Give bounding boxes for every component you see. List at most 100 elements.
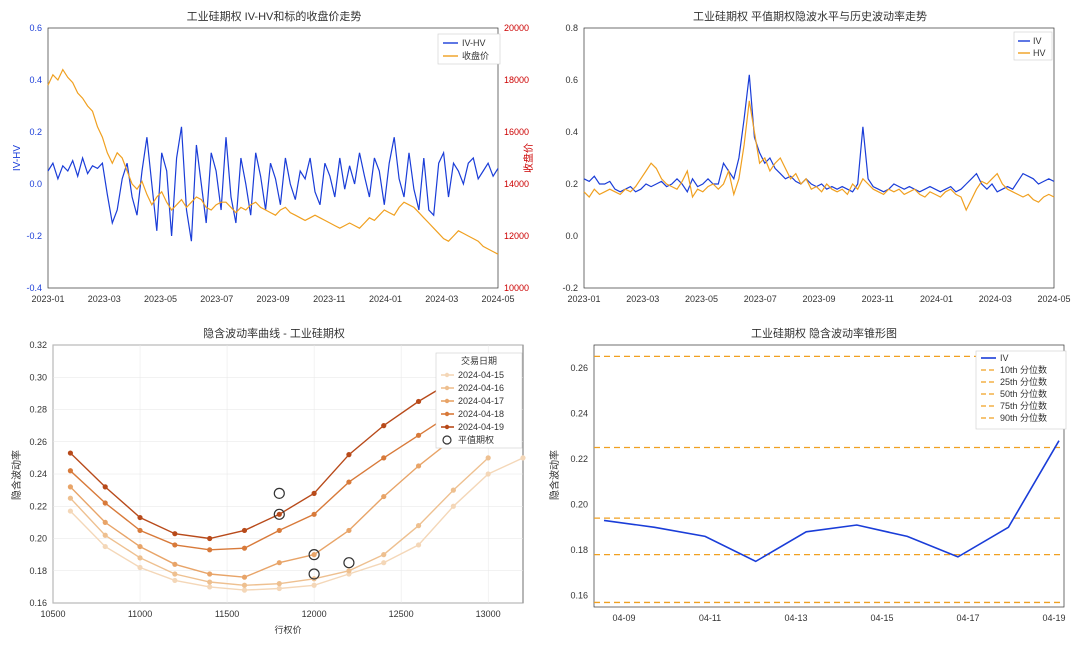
svg-text:18000: 18000 bbox=[504, 75, 529, 85]
tl-title: 工业硅期权 IV-HV和标的收盘价走势 bbox=[187, 9, 362, 23]
svg-text:2023-01: 2023-01 bbox=[567, 294, 600, 304]
svg-text:0.32: 0.32 bbox=[29, 340, 47, 350]
svg-text:2024-04-16: 2024-04-16 bbox=[458, 383, 504, 393]
tr-title: 工业硅期权 平值期权隐波水平与历史波动率走势 bbox=[693, 9, 927, 23]
svg-text:0.26: 0.26 bbox=[570, 363, 588, 373]
svg-text:2023-07: 2023-07 bbox=[744, 294, 777, 304]
svg-text:0.6: 0.6 bbox=[29, 23, 42, 33]
svg-text:2024-03: 2024-03 bbox=[979, 294, 1012, 304]
br-ylabel: 隐含波动率 bbox=[548, 450, 561, 500]
svg-text:2023-11: 2023-11 bbox=[862, 294, 894, 304]
svg-text:2023-05: 2023-05 bbox=[685, 294, 718, 304]
svg-text:90th 分位数: 90th 分位数 bbox=[1000, 412, 1047, 423]
chart-vol-cone: 工业硅期权 隐含波动率锥形图 0.160.180.200.220.240.26 … bbox=[544, 325, 1076, 638]
svg-text:2023-09: 2023-09 bbox=[256, 294, 289, 304]
chart-ivhv-close: 工业硅期权 IV-HV和标的收盘价走势 -0.4 -0.2 0.0 0.2 0.4 0.6… bbox=[8, 8, 540, 321]
svg-text:0.8: 0.8 bbox=[565, 23, 578, 33]
br-legend: IV10th 分位数25th 分位数50th 分位数75th 分位数90th 分… bbox=[976, 351, 1066, 429]
svg-text:2024-01: 2024-01 bbox=[920, 294, 953, 304]
series-iv bbox=[584, 75, 1054, 192]
svg-text:13000: 13000 bbox=[476, 609, 501, 619]
svg-text:0.22: 0.22 bbox=[29, 501, 47, 511]
svg-text:0.2: 0.2 bbox=[29, 127, 42, 137]
svg-text:平值期权: 平值期权 bbox=[458, 434, 494, 445]
svg-text:2023-01: 2023-01 bbox=[31, 294, 64, 304]
tl-ylabel-left: IV-HV bbox=[12, 145, 23, 171]
svg-text:HV: HV bbox=[1033, 48, 1046, 58]
svg-text:0.0: 0.0 bbox=[565, 231, 578, 241]
series-close bbox=[48, 70, 498, 255]
tl-ylabel-right: 收盘价 bbox=[522, 143, 535, 173]
svg-text:50th 分位数: 50th 分位数 bbox=[1000, 388, 1047, 399]
series-hv bbox=[584, 101, 1054, 210]
svg-text:0.0: 0.0 bbox=[29, 179, 42, 189]
bl-xlabel: 行权价 bbox=[274, 624, 301, 635]
tl-legend: IV-HV 收盘价 bbox=[438, 34, 500, 64]
svg-text:12000: 12000 bbox=[302, 609, 327, 619]
svg-text:75th 分位数: 75th 分位数 bbox=[1000, 400, 1047, 411]
svg-text:04-15: 04-15 bbox=[870, 613, 893, 623]
svg-text:2024-04-18: 2024-04-18 bbox=[458, 409, 504, 419]
chart-iv-hv: 工业硅期权 平值期权隐波水平与历史波动率走势 -0.2 0.0 0.2 0.4 0.6 0… bbox=[544, 8, 1076, 321]
svg-text:0.24: 0.24 bbox=[570, 408, 588, 418]
svg-text:0.26: 0.26 bbox=[29, 437, 47, 447]
svg-text:10000: 10000 bbox=[504, 283, 529, 293]
svg-text:2024-01: 2024-01 bbox=[369, 294, 402, 304]
svg-text:20000: 20000 bbox=[504, 23, 529, 33]
svg-text:2023-03: 2023-03 bbox=[626, 294, 659, 304]
svg-text:11000: 11000 bbox=[128, 609, 152, 619]
svg-text:0.18: 0.18 bbox=[29, 566, 47, 576]
svg-text:04-19: 04-19 bbox=[1042, 613, 1065, 623]
svg-text:2023-03: 2023-03 bbox=[88, 294, 121, 304]
svg-text:0.28: 0.28 bbox=[29, 405, 47, 415]
svg-text:0.4: 0.4 bbox=[29, 75, 42, 85]
svg-text:0.30: 0.30 bbox=[29, 372, 47, 382]
svg-text:04-11: 04-11 bbox=[699, 613, 721, 623]
svg-text:-0.2: -0.2 bbox=[562, 283, 578, 293]
svg-text:0.16: 0.16 bbox=[29, 598, 47, 608]
svg-text:0.22: 0.22 bbox=[570, 454, 588, 464]
svg-text:0.4: 0.4 bbox=[565, 127, 578, 137]
svg-text:11500: 11500 bbox=[215, 609, 239, 619]
svg-text:2024-04-17: 2024-04-17 bbox=[458, 396, 504, 406]
svg-text:04-13: 04-13 bbox=[784, 613, 807, 623]
svg-text:10500: 10500 bbox=[40, 609, 65, 619]
svg-text:2024-04-19: 2024-04-19 bbox=[458, 422, 504, 432]
bl-legend: 交易日期 2024-04-15 2024-04-16 2024-04-17 2024-0… bbox=[436, 353, 522, 448]
chart-grid: 工业硅期权 IV-HV和标的收盘价走势 -0.4 -0.2 0.0 0.2 0.4 0.6… bbox=[8, 8, 1072, 638]
svg-text:2024-03: 2024-03 bbox=[425, 294, 458, 304]
svg-text:12000: 12000 bbox=[504, 231, 529, 241]
svg-text:交易日期: 交易日期 bbox=[461, 355, 497, 366]
svg-text:0.6: 0.6 bbox=[565, 75, 578, 85]
svg-text:25th 分位数: 25th 分位数 bbox=[1000, 376, 1047, 387]
svg-text:-0.4: -0.4 bbox=[26, 283, 42, 293]
svg-text:0.16: 0.16 bbox=[570, 591, 588, 601]
svg-text:0.2: 0.2 bbox=[565, 179, 578, 189]
svg-text:2024-05: 2024-05 bbox=[481, 294, 514, 304]
svg-text:收盘价: 收盘价 bbox=[462, 50, 489, 61]
svg-text:IV: IV bbox=[1033, 36, 1042, 46]
svg-text:14000: 14000 bbox=[504, 179, 529, 189]
series-iv-cone bbox=[604, 441, 1059, 562]
svg-text:2024-04-15: 2024-04-15 bbox=[458, 370, 504, 380]
svg-text:2023-05: 2023-05 bbox=[144, 294, 177, 304]
svg-text:2024-05: 2024-05 bbox=[1037, 294, 1070, 304]
svg-text:2023-07: 2023-07 bbox=[200, 294, 233, 304]
chart-vol-smile: 隐含波动率曲线 - 工业硅期权 0.16 0.18 0.20 0.22 0.24 0.26… bbox=[8, 325, 540, 638]
svg-text:2023-09: 2023-09 bbox=[802, 294, 835, 304]
svg-text:IV: IV bbox=[1000, 353, 1009, 363]
svg-text:16000: 16000 bbox=[504, 127, 529, 137]
svg-text:2023-11: 2023-11 bbox=[313, 294, 345, 304]
svg-text:04-09: 04-09 bbox=[612, 613, 635, 623]
bl-title: 隐含波动率曲线 - 工业硅期权 bbox=[203, 326, 345, 340]
svg-text:0.20: 0.20 bbox=[570, 499, 588, 509]
svg-text:0.20: 0.20 bbox=[29, 534, 47, 544]
bl-ylabel: 隐含波动率 bbox=[10, 450, 23, 500]
svg-text:0.18: 0.18 bbox=[570, 545, 588, 555]
svg-text:IV-HV: IV-HV bbox=[462, 38, 486, 48]
svg-text:10th 分位数: 10th 分位数 bbox=[1000, 364, 1047, 375]
br-title: 工业硅期权 隐含波动率锥形图 bbox=[751, 326, 897, 340]
svg-text:0.24: 0.24 bbox=[29, 469, 47, 479]
svg-text:12500: 12500 bbox=[389, 609, 414, 619]
svg-text:-0.2: -0.2 bbox=[26, 231, 42, 241]
